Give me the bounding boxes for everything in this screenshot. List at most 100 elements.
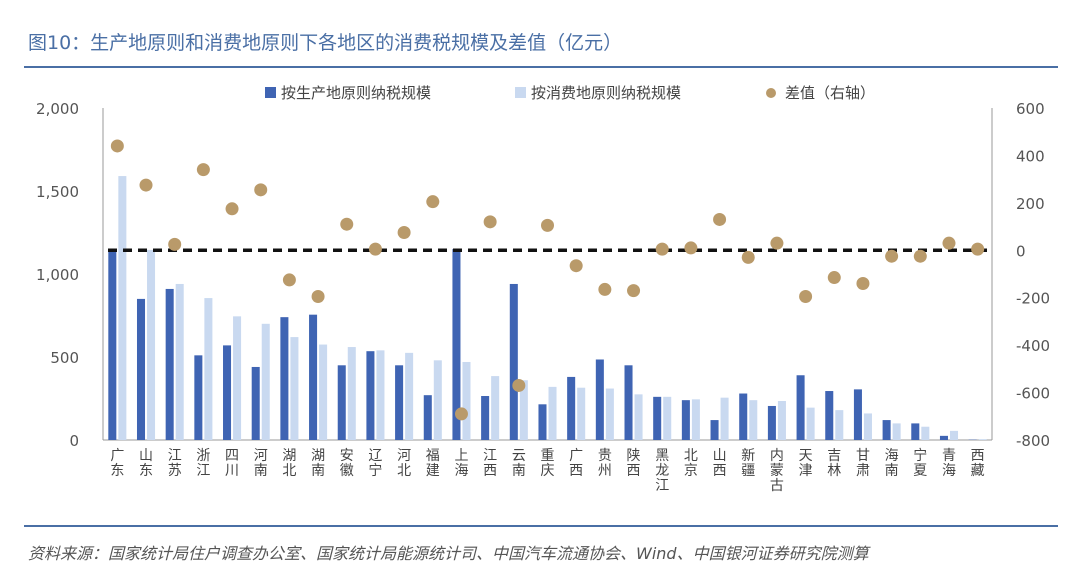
consumption-bar — [892, 423, 901, 440]
difference-dot — [368, 242, 382, 256]
consumption-bar — [863, 413, 872, 440]
category-label: 宁夏 — [913, 447, 927, 479]
production-bar — [194, 355, 203, 440]
category-label: 吉林 — [827, 448, 841, 479]
consumption-bar — [777, 400, 786, 440]
consumption-bar — [605, 388, 614, 440]
production-bar — [337, 365, 346, 440]
right-tick-label: -200 — [1016, 290, 1050, 308]
difference-dot — [254, 183, 268, 197]
difference-dot — [426, 195, 440, 209]
production-bar — [165, 288, 174, 440]
difference-dot — [139, 178, 153, 192]
difference-dot — [741, 250, 755, 264]
category-label: 重庆 — [541, 448, 555, 479]
difference-dot — [942, 236, 956, 250]
production-bar — [509, 283, 518, 440]
category-label: 江西 — [483, 448, 497, 479]
difference-dot — [713, 212, 727, 226]
consumption-bar — [204, 298, 213, 440]
category-label: 贵州 — [598, 448, 612, 479]
production-bar — [681, 400, 690, 440]
production-bar — [223, 345, 232, 440]
legend-difference-label: 差值（右轴） — [785, 84, 875, 102]
consumption-bar — [433, 360, 442, 440]
category-label: 河南 — [254, 448, 268, 479]
left-tick-label: 1,000 — [36, 266, 79, 284]
category-label: 四川 — [225, 448, 239, 479]
legend-consumption-label: 按消费地原则纳税规模 — [531, 84, 681, 102]
production-bar — [739, 393, 748, 440]
legend-production-label: 按生产地原则纳税规模 — [281, 84, 431, 102]
category-label: 湖北 — [282, 448, 296, 479]
left-tick-label: 1,500 — [36, 183, 79, 201]
top-divider — [24, 66, 1058, 68]
category-label: 江苏 — [168, 448, 182, 479]
right-tick-label: -800 — [1016, 432, 1050, 450]
left-tick-label: 500 — [50, 349, 79, 367]
right-tick-label: 600 — [1016, 100, 1045, 118]
consumption-bar — [147, 249, 156, 440]
production-bar — [825, 391, 834, 440]
bar-chart: 0 500 1,000 1,500 2,000 -800 -600 -400 -200 0 200 4… — [36, 84, 1050, 494]
production-bar — [366, 351, 375, 440]
category-label: 福建 — [426, 448, 440, 479]
difference-dot — [971, 242, 985, 256]
right-tick-label: -600 — [1016, 385, 1050, 403]
category-label: 甘肃 — [856, 448, 870, 479]
production-bar — [423, 395, 432, 440]
production-bar — [452, 249, 461, 440]
production-bar — [767, 405, 776, 440]
difference-dot — [569, 259, 583, 273]
difference-dot — [454, 407, 468, 421]
difference-dot — [827, 271, 841, 285]
consumption-bar — [462, 361, 471, 440]
consumption-bar — [663, 396, 672, 440]
difference-dot — [913, 249, 927, 263]
production-bar — [796, 375, 805, 440]
difference-dot — [627, 284, 641, 298]
production-bar — [251, 366, 260, 440]
consumption-bar — [749, 400, 758, 440]
production-bar — [939, 435, 948, 440]
production-bar — [136, 298, 146, 440]
consumption-bar — [118, 176, 127, 440]
production-bar — [538, 404, 547, 440]
consumption-bar — [949, 430, 959, 440]
right-tick-label: 0 — [1016, 242, 1026, 260]
production-bar — [595, 359, 604, 440]
difference-dot — [885, 249, 899, 263]
category-label: 陕西 — [627, 448, 641, 479]
right-tick-label: -400 — [1016, 337, 1050, 355]
difference-dot — [541, 218, 554, 232]
category-label: 湖南 — [311, 448, 325, 479]
consumption-bar — [175, 283, 184, 440]
consumption-bar — [290, 337, 299, 440]
production-bar — [280, 317, 289, 440]
production-bar — [309, 314, 318, 440]
category-label: 河北 — [397, 448, 411, 479]
category-label: 山西 — [713, 448, 727, 479]
consumption-bar — [577, 387, 586, 440]
category-label: 山东 — [139, 448, 153, 479]
category-label: 广西 — [569, 448, 583, 479]
production-bar — [108, 249, 117, 440]
difference-dot — [225, 202, 239, 216]
source-note: 资料来源：国家统计局住户调查办公室、国家统计局能源统计司、中国汽车流通协会、Wi… — [28, 544, 869, 563]
consumption-bar — [405, 352, 414, 440]
difference-dot — [397, 226, 411, 239]
consumption-bar — [491, 376, 500, 440]
right-tick-label: 400 — [1016, 147, 1045, 165]
difference-dot — [799, 290, 813, 304]
category-label: 上海 — [454, 448, 468, 479]
difference-dot — [483, 215, 497, 229]
difference-dot — [684, 241, 698, 255]
category-label: 北京 — [684, 448, 698, 479]
consumption-bar — [720, 397, 729, 440]
consumption-bar — [634, 394, 643, 440]
production-bar — [911, 423, 920, 440]
production-bar — [567, 376, 576, 440]
right-tick-label: 200 — [1016, 195, 1045, 213]
consumption-bar — [319, 344, 328, 440]
consumption-bar — [347, 347, 356, 440]
